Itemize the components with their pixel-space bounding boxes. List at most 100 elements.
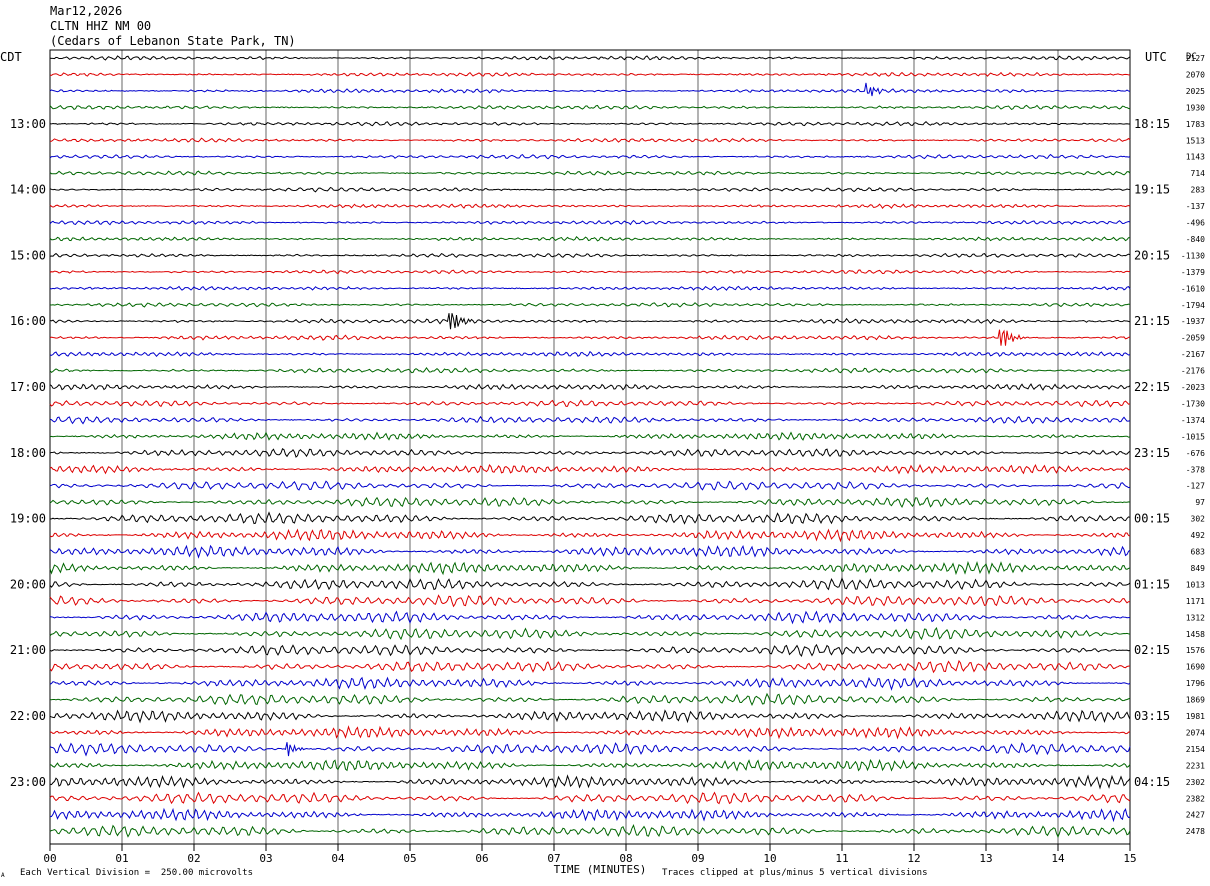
trace-line (49, 153, 1131, 160)
left-time-label: 14:00 (10, 183, 46, 197)
dc-offset-label: -676 (1186, 449, 1205, 458)
dc-offset-label: -2176 (1181, 367, 1205, 376)
trace-line (49, 807, 1131, 823)
trace-line (49, 170, 1131, 176)
right-time-label: 02:15 (1134, 643, 1170, 657)
dc-offset-label: -1730 (1181, 399, 1205, 408)
dc-offset-label: -137 (1186, 202, 1205, 211)
dc-offset-label: 1796 (1186, 679, 1205, 688)
dc-offset-label: 1143 (1186, 153, 1205, 162)
trace-line (49, 235, 1131, 242)
trace-line (49, 676, 1131, 691)
left-time-label: 22:00 (10, 709, 46, 723)
dc-offset-label: 2382 (1186, 794, 1205, 803)
trace-line (49, 643, 1131, 658)
dc-offset-label: 849 (1191, 564, 1206, 573)
dc-offset-label: -1610 (1181, 284, 1205, 293)
dc-label: DC (1186, 52, 1197, 62)
left-time-label: 19:00 (10, 512, 46, 526)
dc-offset-label: 1013 (1186, 580, 1205, 589)
trace-line (49, 82, 1131, 97)
header-station: CLTN HHZ NM 00 (50, 19, 152, 33)
left-time-label: 20:00 (10, 577, 46, 591)
dc-offset-label: 1783 (1186, 120, 1205, 129)
x-tick-label: 04 (331, 852, 345, 865)
dc-offset-label: 1576 (1186, 646, 1205, 655)
dc-offset-label: 1513 (1186, 136, 1205, 145)
right-time-label: 19:15 (1134, 183, 1170, 197)
x-axis-label: TIME (MINUTES) (554, 863, 647, 876)
x-tick-label: 11 (835, 852, 848, 865)
left-time-label: 23:00 (10, 775, 46, 789)
dc-offset-label: -378 (1186, 465, 1205, 474)
trace-line (49, 659, 1131, 674)
dc-offset-label: 302 (1191, 515, 1206, 524)
dc-offset-label: 2025 (1186, 87, 1205, 96)
x-tick-label: 05 (403, 852, 416, 865)
trace-line (49, 544, 1131, 559)
left-time-label: 18:00 (10, 446, 46, 460)
trace-line (49, 285, 1131, 291)
dc-offset-label: 2478 (1186, 827, 1205, 836)
dc-offset-label: -1374 (1181, 416, 1205, 425)
trace-line (49, 824, 1131, 839)
trace-line (49, 528, 1131, 543)
trace-line (49, 186, 1131, 193)
right-time-label: 20:15 (1134, 248, 1170, 262)
trace-line (49, 219, 1131, 226)
dc-offset-label: 1930 (1186, 103, 1205, 112)
x-tick-label: 12 (907, 852, 920, 865)
trace-line (49, 203, 1131, 209)
trace-line (49, 496, 1131, 509)
trace-line (49, 269, 1131, 275)
trace-line (49, 791, 1131, 805)
right-time-label: 18:15 (1134, 117, 1170, 131)
dc-offset-label: 1981 (1186, 712, 1205, 721)
trace-line (49, 55, 1131, 61)
dc-offset-label: -1937 (1181, 317, 1205, 326)
header-location: (Cedars of Lebanon State Park, TN) (50, 34, 296, 48)
trace-line (49, 692, 1131, 706)
right-time-label: 23:15 (1134, 446, 1170, 460)
trace-line (49, 709, 1131, 724)
trace-line (49, 350, 1131, 358)
right-time-label: 21:15 (1134, 314, 1170, 328)
right-zone-label: UTC (1145, 50, 1167, 64)
right-time-label: 03:15 (1134, 709, 1170, 723)
trace-line (49, 758, 1131, 772)
dc-offset-label: -2167 (1181, 350, 1205, 359)
trace-line (49, 463, 1131, 475)
trace-line (49, 399, 1131, 408)
x-tick-label: 00 (43, 852, 56, 865)
dc-offset-label: 1312 (1186, 613, 1205, 622)
dc-offset-label: -1794 (1181, 301, 1205, 310)
trace-line (49, 560, 1131, 576)
x-tick-label: 07 (547, 852, 560, 865)
trace-line (49, 383, 1131, 391)
trace-line (49, 610, 1131, 625)
trace-line (49, 626, 1131, 641)
left-time-label: 17:00 (10, 380, 46, 394)
dc-offset-label: 2302 (1186, 778, 1205, 787)
trace-line (49, 121, 1131, 127)
dc-offset-label: 2070 (1186, 70, 1205, 79)
dc-offset-label: 1690 (1186, 663, 1205, 672)
dc-offset-label: 1171 (1186, 597, 1205, 606)
trace-line (49, 415, 1131, 425)
x-tick-label: 13 (979, 852, 992, 865)
trace-line (49, 313, 1131, 330)
trace-line (49, 774, 1131, 790)
trace-line (49, 104, 1131, 111)
dc-offset-label: 283 (1191, 186, 1206, 195)
header-date: Mar12,2026 (50, 4, 123, 18)
dc-offset-label: 1869 (1186, 696, 1205, 705)
left-time-label: 13:00 (10, 117, 46, 131)
trace-line (49, 480, 1131, 491)
dc-offset-label: 2231 (1186, 761, 1205, 770)
dc-offset-label: 492 (1191, 531, 1206, 540)
right-time-label: 01:15 (1134, 577, 1170, 591)
x-tick-label: 09 (691, 852, 704, 865)
x-tick-label: 02 (187, 852, 200, 865)
dc-offset-label: -2059 (1181, 334, 1205, 343)
